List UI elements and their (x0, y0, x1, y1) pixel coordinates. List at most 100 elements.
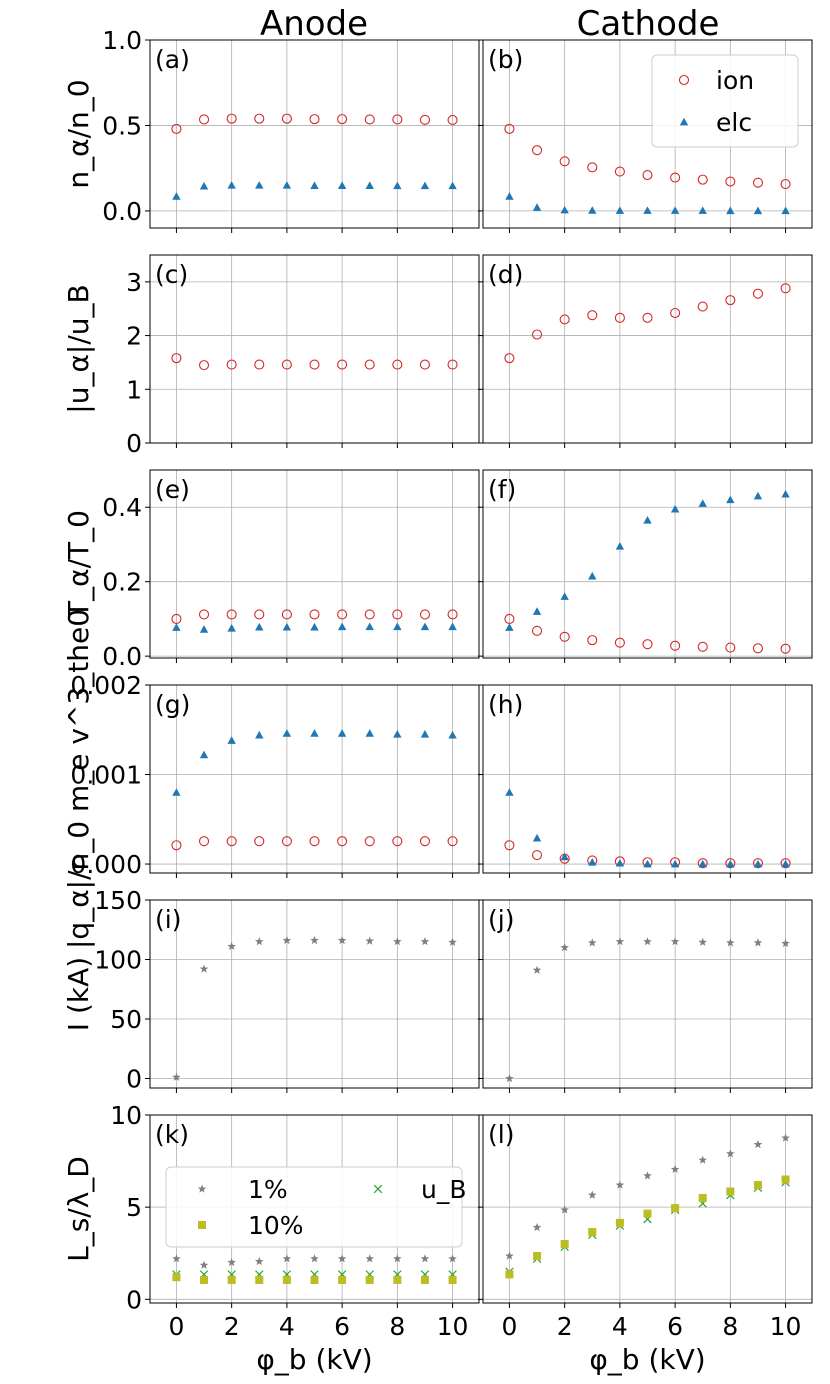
data-point-triangle (420, 622, 430, 631)
data-point-square (338, 1275, 347, 1284)
panel-h: (h) (478, 684, 813, 878)
data-point-star (532, 965, 542, 974)
legend-marker-square (198, 1221, 206, 1229)
data-point-open-circle (614, 637, 625, 648)
data-point-triangle (282, 181, 292, 189)
data-point-open-circle (364, 836, 375, 847)
data-point-triangle (393, 622, 402, 631)
panel-label: (j) (488, 905, 514, 934)
panel-label: (g) (155, 690, 190, 719)
panel-label: (l) (488, 1120, 514, 1149)
data-point-open-circle (364, 114, 375, 125)
data-point-triangle (255, 622, 264, 631)
data-point-star (781, 1133, 790, 1142)
data-point-triangle (420, 181, 430, 190)
y-tick-label: 2 (126, 322, 142, 351)
data-point-open-circle (670, 172, 681, 183)
data-point-square (310, 1275, 319, 1284)
data-point-square (505, 1270, 514, 1279)
data-point-triangle (365, 181, 374, 189)
axes-frame (482, 684, 813, 874)
data-point-open-circle (587, 635, 598, 646)
data-point-triangle (532, 607, 542, 615)
data-point-open-circle (559, 314, 570, 325)
x-tick-label: 6 (334, 1312, 350, 1341)
data-point-open-circle (531, 850, 543, 861)
data-point-open-circle (226, 113, 237, 124)
legend-label: ion (716, 66, 754, 95)
data-point-triangle (560, 852, 569, 861)
data-point-square (227, 1275, 236, 1284)
panel-label: (c) (155, 260, 188, 289)
axes-frame (482, 1114, 813, 1304)
y-tick-label: 0.000 (70, 850, 142, 879)
data-point-star (393, 1254, 402, 1263)
legend-label: elc (716, 108, 752, 137)
y-tick-label: 0.002 (70, 671, 142, 700)
data-point-open-circle (171, 353, 182, 364)
axes-frame (149, 39, 480, 229)
data-point-triangle (448, 622, 457, 631)
data-point-open-circle (337, 359, 348, 370)
data-point-triangle (505, 623, 514, 631)
data-point-triangle (199, 625, 209, 633)
data-point-triangle (199, 181, 209, 190)
data-point-open-circle (226, 836, 237, 847)
legend-marker-triangle (679, 117, 689, 126)
data-point-open-circle (504, 123, 515, 134)
y-tick-label: 1 (126, 375, 142, 404)
axes-frame (149, 899, 480, 1089)
data-point-triangle (505, 788, 514, 796)
data-point-open-circle (171, 840, 182, 851)
data-point-triangle (560, 592, 569, 600)
axes-frame (482, 254, 813, 444)
panel-a: 0.0 0.5 1.0 (a) (102, 26, 480, 233)
data-point-star (254, 1257, 264, 1266)
data-point-square (172, 1273, 181, 1282)
data-point-star (781, 938, 790, 948)
data-point-open-circle (752, 643, 764, 654)
data-point-triangle (337, 181, 347, 189)
data-point-open-circle (447, 609, 458, 620)
data-point-triangle (670, 859, 680, 868)
data-point-star (532, 1222, 542, 1232)
data-point-open-circle (531, 625, 543, 636)
data-point-star (420, 1254, 430, 1263)
row-ylabel: I (kA) (62, 957, 95, 1031)
data-point-open-circle (364, 609, 375, 620)
data-point-open-circle (531, 329, 543, 340)
legend-marker-star (197, 1184, 207, 1193)
data-point-star (199, 964, 209, 973)
data-point-open-circle (281, 836, 292, 847)
data-point-star (365, 936, 375, 945)
data-point-open-circle (419, 609, 431, 620)
legend-marker-open-circle (678, 74, 690, 86)
data-point-star (698, 1155, 708, 1164)
x-tick-label: 2 (557, 1312, 573, 1341)
data-point-star (670, 1164, 680, 1174)
data-point-open-circle (614, 166, 625, 177)
data-point-open-circle (780, 858, 791, 869)
row-ylabel: T_α/T_0 (62, 510, 95, 619)
x-tick-label: 10 (770, 1312, 802, 1341)
data-point-triangle (726, 206, 735, 215)
data-point-open-circle (780, 179, 791, 190)
legend-marker-x (373, 1184, 383, 1194)
data-point-triangle (532, 833, 542, 842)
panel-e: 0.0 0.2 0.4 (e) (102, 469, 480, 671)
data-point-open-circle (614, 312, 625, 323)
data-point-open-circle (780, 643, 791, 654)
y-tick-label: 0 (126, 429, 142, 458)
data-point-square (615, 1218, 624, 1227)
data-point-open-circle (504, 840, 515, 851)
data-point-triangle (615, 542, 625, 550)
y-tick-label: 0.0 (102, 642, 142, 671)
data-point-star (172, 1072, 181, 1081)
panel-label: (b) (488, 45, 523, 74)
data-point-square (255, 1275, 264, 1284)
axes-frame (149, 684, 480, 874)
data-point-open-circle (419, 359, 431, 370)
data-point-open-circle (752, 858, 764, 869)
data-point-square (588, 1228, 597, 1237)
